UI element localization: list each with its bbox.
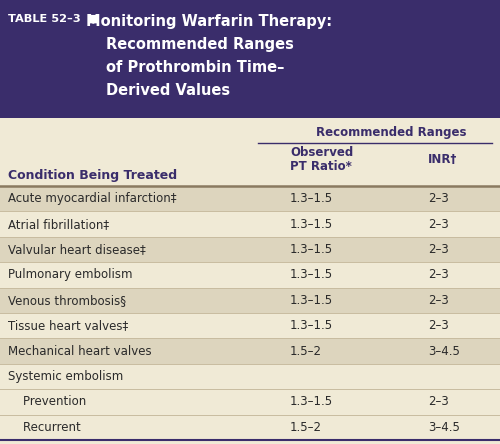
Text: Recommended Ranges: Recommended Ranges (106, 37, 294, 52)
Text: Venous thrombosis§: Venous thrombosis§ (8, 294, 126, 307)
Text: 1.3–1.5: 1.3–1.5 (290, 319, 333, 332)
Text: Monitoring Warfarin Therapy:: Monitoring Warfarin Therapy: (86, 14, 332, 29)
Text: Atrial fibrillation‡: Atrial fibrillation‡ (8, 218, 109, 230)
Bar (0, 211, 500, 237)
Bar (0, 338, 500, 364)
Bar (0, 364, 500, 389)
Text: 1.5–2: 1.5–2 (290, 345, 322, 357)
Bar (0, 389, 500, 415)
Text: Observed: Observed (290, 146, 353, 159)
Text: Acute myocardial infarction‡: Acute myocardial infarction‡ (8, 192, 176, 205)
Text: TABLE 52–3  ■: TABLE 52–3 ■ (8, 14, 108, 24)
Text: Recommended Ranges: Recommended Ranges (316, 126, 466, 139)
Text: 3–4.5: 3–4.5 (428, 345, 460, 357)
Text: Mechanical heart valves: Mechanical heart valves (8, 345, 152, 357)
Bar (0, 288, 500, 313)
Text: Condition Being Treated: Condition Being Treated (8, 169, 177, 182)
Bar (0, 186, 500, 211)
Text: 2–3: 2–3 (428, 243, 449, 256)
Text: 1.3–1.5: 1.3–1.5 (290, 294, 333, 307)
Text: of Prothrombin Time–: of Prothrombin Time– (106, 60, 284, 75)
Text: 2–3: 2–3 (428, 218, 449, 230)
Text: 1.3–1.5: 1.3–1.5 (290, 269, 333, 281)
Bar (0, 237, 500, 262)
Text: 3–4.5: 3–4.5 (428, 421, 460, 434)
Bar (0, 0, 500, 118)
Text: 1.5–2: 1.5–2 (290, 421, 322, 434)
Text: Derived Values: Derived Values (106, 83, 230, 98)
Text: Recurrent: Recurrent (8, 421, 81, 434)
Text: 2–3: 2–3 (428, 294, 449, 307)
Text: 2–3: 2–3 (428, 319, 449, 332)
Text: Prevention: Prevention (8, 396, 86, 408)
Text: Systemic embolism: Systemic embolism (8, 370, 123, 383)
Text: Valvular heart disease‡: Valvular heart disease‡ (8, 243, 146, 256)
Text: Pulmonary embolism: Pulmonary embolism (8, 269, 132, 281)
Text: 2–3: 2–3 (428, 396, 449, 408)
Bar (0, 118, 500, 186)
Bar (0, 262, 500, 288)
Text: 2–3: 2–3 (428, 192, 449, 205)
Text: 1.3–1.5: 1.3–1.5 (290, 192, 333, 205)
Text: PT Ratio*: PT Ratio* (290, 160, 352, 173)
Bar (0, 415, 500, 440)
Text: 2–3: 2–3 (428, 269, 449, 281)
Text: INR†: INR† (428, 153, 458, 166)
Bar (0, 313, 500, 338)
Text: 1.3–1.5: 1.3–1.5 (290, 243, 333, 256)
Text: Tissue heart valves‡: Tissue heart valves‡ (8, 319, 128, 332)
Text: 1.3–1.5: 1.3–1.5 (290, 396, 333, 408)
Text: 1.3–1.5: 1.3–1.5 (290, 218, 333, 230)
